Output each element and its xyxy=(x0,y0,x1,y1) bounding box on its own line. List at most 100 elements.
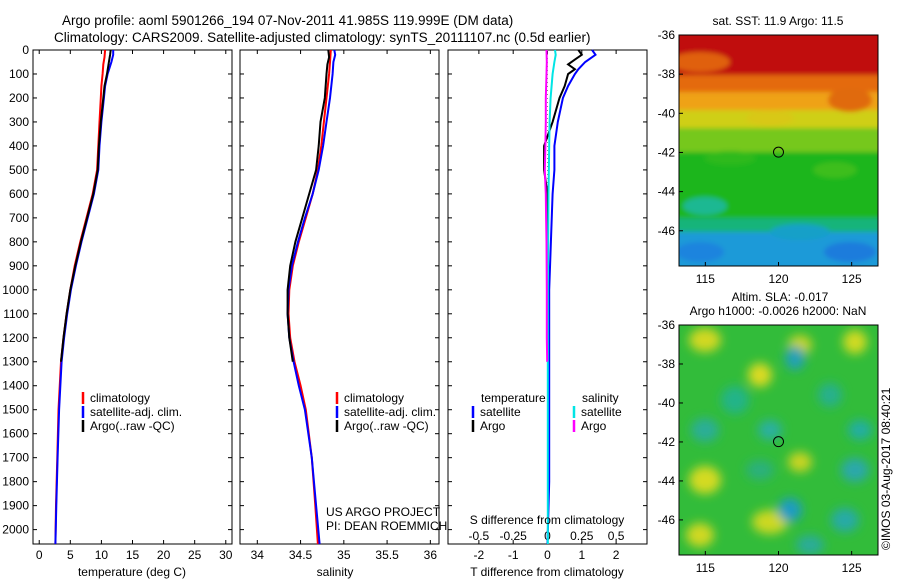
x-tick-label: 2 xyxy=(613,548,620,562)
y-tick-label: 1100 xyxy=(3,307,29,321)
x-tick-label: -2 xyxy=(474,548,485,562)
map-y-tick-label: -42 xyxy=(658,435,676,449)
difference-series-t-satellite xyxy=(546,49,597,545)
x-tick-label: 36 xyxy=(424,548,438,562)
argo-location-marker xyxy=(773,436,784,448)
difference-series-s-argo xyxy=(543,49,549,362)
sst-heatmap xyxy=(679,35,878,266)
y-tick-label: 1800 xyxy=(2,475,29,489)
map-y-tick-label: -46 xyxy=(658,513,676,527)
x-tick-label: 0 xyxy=(36,548,43,562)
salinity-xlabel: salinity xyxy=(317,565,354,579)
temperature-series-argo-raw-qc- xyxy=(60,49,112,362)
map-y-tick-label: -36 xyxy=(658,318,676,332)
legend-temperature-header: temperature xyxy=(481,391,546,405)
difference-panel: -2 -1 0 1 2-0.5 -0.25 0 0.25 0.5 xyxy=(448,49,647,562)
difference-xlabel-top: S difference from climatology xyxy=(470,513,625,527)
sst-map-ticks: 115 120 125 -36 -38 -40 -42 -44 -46 xyxy=(658,28,862,286)
map-y-tick-label: -44 xyxy=(658,185,676,199)
y-tick-label: 1400 xyxy=(2,379,29,393)
temperature-panel: 0 5 10 15 20 25 300100200300400500600700800900… xyxy=(2,43,232,562)
difference-series-s-satellite xyxy=(546,49,557,544)
y-tick-label: 1300 xyxy=(2,355,29,369)
y-tick-label: 900 xyxy=(9,259,29,273)
y-tick-label: 2000 xyxy=(2,523,29,537)
salinity-series-satellite-adj-clim- xyxy=(286,49,337,545)
temperature-series-climatology xyxy=(54,49,107,545)
map-y-tick-label: -44 xyxy=(658,474,676,488)
y-tick-label: 800 xyxy=(9,235,29,249)
map-y-tick-label: -46 xyxy=(658,224,676,238)
y-tick-label: 1500 xyxy=(2,403,29,417)
map-y-tick-label: -40 xyxy=(658,396,676,410)
s-tick-label: 0.25 xyxy=(570,529,594,543)
legend-climatology-label: climatology xyxy=(344,391,404,405)
sla-heatmap xyxy=(679,325,878,555)
sla-map-title-line1: Altim. SLA: -0.017 xyxy=(732,290,829,304)
map-x-tick-label: 120 xyxy=(768,272,788,286)
y-tick-label: 500 xyxy=(9,163,29,177)
x-tick-label: 1 xyxy=(578,548,585,562)
map-x-tick-label: 115 xyxy=(696,272,715,286)
x-tick-label: 35 xyxy=(337,548,351,562)
y-tick-label: 600 xyxy=(9,187,29,201)
map-y-tick-label: -38 xyxy=(658,357,676,371)
x-tick-label: 15 xyxy=(126,548,140,562)
sst-map-title: sat. SST: 11.9 Argo: 11.5 xyxy=(713,14,844,28)
x-tick-label: 35.5 xyxy=(375,548,399,562)
legend-s-argo-label: Argo xyxy=(581,419,607,433)
s-tick-label: -0.5 xyxy=(469,529,490,543)
y-tick-label: 100 xyxy=(9,67,29,81)
x-tick-label: 10 xyxy=(95,548,109,562)
map-y-tick-label: -38 xyxy=(658,67,676,81)
salinity-axes xyxy=(239,49,440,545)
map-x-tick-label: 120 xyxy=(768,561,788,575)
x-tick-label: 34.5 xyxy=(289,548,313,562)
x-tick-label: 5 xyxy=(67,548,74,562)
legend-t-satellite-label: satellite xyxy=(480,405,521,419)
salinity-series-argo-raw-qc- xyxy=(286,49,331,362)
y-tick-label: 0 xyxy=(22,43,29,57)
sla-map-ticks: 115 120 125 -36 -38 -40 -42 -44 -46 xyxy=(658,318,862,575)
y-tick-label: 200 xyxy=(9,91,29,105)
map-y-tick-label: -40 xyxy=(658,106,676,120)
legend-satellite-label: satellite-adj. clim. xyxy=(90,405,182,419)
legend-t-argo-label: Argo xyxy=(480,419,506,433)
map-y-tick-label: -42 xyxy=(658,145,676,159)
legend-argo-label: Argo(..raw -QC) xyxy=(344,419,429,433)
project-name: US ARGO PROJECT xyxy=(326,505,441,519)
salinity-panel: 34 34.5 35 35.5 36 xyxy=(240,49,439,562)
x-tick-label: 25 xyxy=(188,548,202,562)
sla-map-title-line2: Argo h1000: -0.0026 h2000: NaN xyxy=(690,304,867,318)
salinity-legend: climatology satellite-adj. clim. Argo(..… xyxy=(335,391,436,433)
legend-s-satellite-label: satellite xyxy=(581,405,622,419)
x-tick-label: 0 xyxy=(544,548,551,562)
x-tick-label: 30 xyxy=(219,548,233,562)
figure-title-line1: Argo profile: aoml 5901266_194 07-Nov-20… xyxy=(62,13,513,28)
salinity-series-climatology xyxy=(287,49,332,545)
temperature-legend: climatology satellite-adj. clim. Argo(..… xyxy=(81,391,182,433)
y-tick-label: 1600 xyxy=(2,427,29,441)
imos-watermark: ©IMOS 03-Aug-2017 08:40:21 xyxy=(879,387,893,550)
temperature-axes xyxy=(32,49,233,545)
y-tick-label: 1200 xyxy=(2,331,29,345)
y-tick-label: 300 xyxy=(9,115,29,129)
temperature-series-satellite-adj-clim- xyxy=(54,50,115,545)
map-x-tick-label: 115 xyxy=(696,561,715,575)
x-tick-label: 20 xyxy=(157,548,171,562)
project-pi: PI: DEAN ROEMMICH xyxy=(326,519,447,533)
temperature-xlabel: temperature (deg C) xyxy=(78,565,186,579)
s-tick-label: -0.25 xyxy=(500,529,528,543)
argo-location-marker xyxy=(773,146,784,158)
difference-xlabel: T difference from climatology xyxy=(470,565,624,579)
map-y-tick-label: -36 xyxy=(658,28,676,42)
legend-argo-label: Argo(..raw -QC) xyxy=(90,419,175,433)
y-tick-label: 1700 xyxy=(2,451,29,465)
y-tick-label: 1900 xyxy=(2,499,29,513)
y-tick-label: 700 xyxy=(9,211,29,225)
legend-salinity-header: salinity xyxy=(582,391,619,405)
x-tick-label: 34 xyxy=(251,548,265,562)
x-tick-label: -1 xyxy=(508,548,519,562)
y-tick-label: 400 xyxy=(9,139,29,153)
